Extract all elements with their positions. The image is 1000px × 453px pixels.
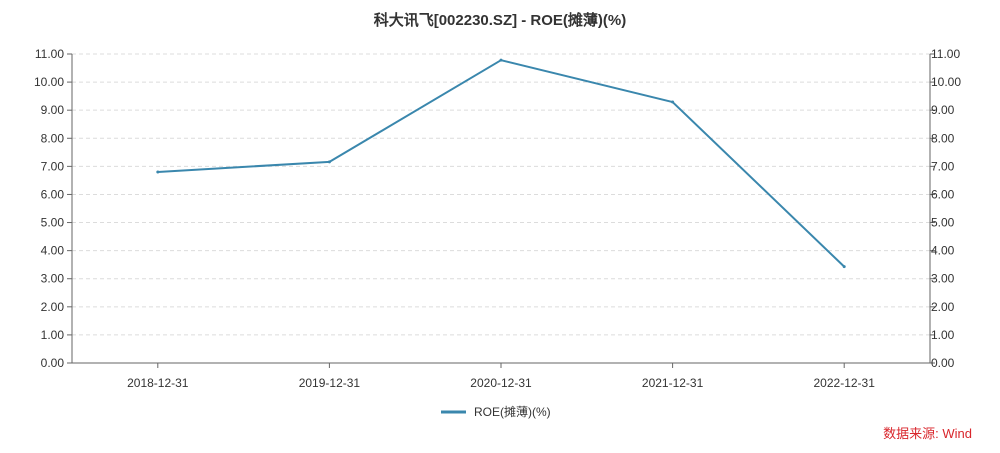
data-point xyxy=(842,265,846,269)
y-tick-label-right: 6.00 xyxy=(931,187,955,201)
y-tick-label: 8.00 xyxy=(41,131,65,145)
x-tick-label: 2022-12-31 xyxy=(814,376,876,390)
y-tick-label-right: 7.00 xyxy=(931,159,955,173)
y-tick-label-right: 0.00 xyxy=(931,356,955,370)
y-tick-label: 4.00 xyxy=(41,244,65,258)
y-axis-left-ticks: 0.00 1.00 2.00 3.00 4.00 5.00 6.00 7.00 8.00 9.00… xyxy=(34,47,72,370)
y-tick-label-right: 1.00 xyxy=(931,328,955,342)
y-tick-label-right: 8.00 xyxy=(931,131,955,145)
x-tick-label: 2019-12-31 xyxy=(299,376,361,390)
x-axis-ticks: 2018-12-31 2019-12-31 2020-12-31 2021-12-31… xyxy=(127,363,875,390)
legend[interactable]: ROE(摊薄)(%) xyxy=(441,404,551,419)
y-tick-label: 7.00 xyxy=(41,159,65,173)
chart-title: 科大讯飞[002230.SZ] - ROE(摊薄)(%) xyxy=(374,11,627,29)
y-tick-label: 0.00 xyxy=(41,356,65,370)
y-axis-right-ticks: 0.00 1.00 2.00 3.00 4.00 5.00 6.00 7.00 8.00 9.00… xyxy=(930,47,961,370)
y-tick-label-right: 10.00 xyxy=(931,75,961,89)
y-tick-label-right: 2.00 xyxy=(931,300,955,314)
y-tick-label: 10.00 xyxy=(34,75,64,89)
legend-label: ROE(摊薄)(%) xyxy=(474,404,551,419)
y-tick-label-right: 5.00 xyxy=(931,216,955,230)
x-tick-label: 2018-12-31 xyxy=(127,376,189,390)
y-tick-label-right: 9.00 xyxy=(931,103,955,117)
y-tick-label: 3.00 xyxy=(41,272,65,286)
y-tick-label: 9.00 xyxy=(41,103,65,117)
y-tick-label-right: 3.00 xyxy=(931,272,955,286)
y-tick-label: 2.00 xyxy=(41,300,65,314)
data-point xyxy=(499,58,503,62)
y-tick-label: 1.00 xyxy=(41,328,65,342)
data-point xyxy=(671,100,675,104)
axes xyxy=(71,54,931,364)
grid-lines xyxy=(72,53,930,336)
y-tick-label: 5.00 xyxy=(41,216,65,230)
x-tick-label: 2021-12-31 xyxy=(642,376,704,390)
y-tick-label-right: 11.00 xyxy=(931,47,960,61)
source-note: 数据来源: Wind xyxy=(883,426,972,441)
data-point xyxy=(156,170,160,174)
x-tick-label: 2020-12-31 xyxy=(470,376,532,390)
y-tick-label: 6.00 xyxy=(41,187,65,201)
data-point xyxy=(327,160,331,164)
series-layer xyxy=(156,58,846,269)
series-line-roe xyxy=(157,59,845,268)
y-tick-label-right: 4.00 xyxy=(931,244,955,258)
y-tick-label: 11.00 xyxy=(35,47,64,61)
